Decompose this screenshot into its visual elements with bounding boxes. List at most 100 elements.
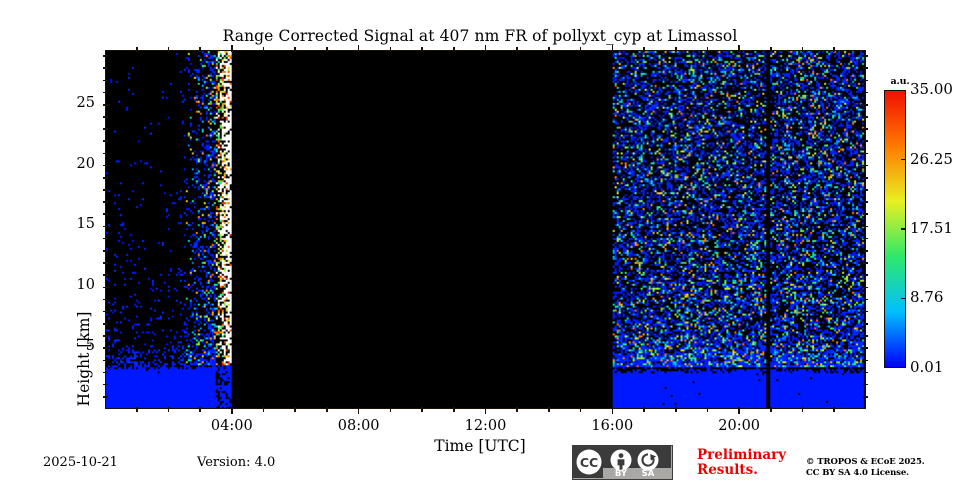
x-axis-title: Time [UTC] [434, 437, 526, 455]
x-tick-top [643, 47, 645, 52]
x-tick-bottom [421, 407, 423, 412]
x-tick-top [389, 47, 392, 52]
x-tick-bottom [199, 407, 201, 412]
y-tick-right [863, 335, 868, 337]
cc-license-badge[interactable]: CC BY SA [572, 445, 673, 480]
y-tick-right [863, 152, 868, 155]
y-tick-left [103, 298, 108, 301]
y-tick-right [863, 128, 868, 130]
colorbar-tick-label: 0.01 [910, 358, 944, 376]
y-tick-left [103, 103, 111, 106]
x-tick-top [611, 44, 614, 52]
y-tick-left [103, 67, 108, 70]
y-tick-label: 20 [76, 155, 95, 172]
x-tick-top [357, 44, 360, 52]
preliminary-line-1: Preliminary [697, 447, 787, 463]
x-tick-top [421, 47, 423, 52]
x-tick-top [231, 44, 233, 52]
x-tick-top [801, 47, 804, 52]
y-tick-right [863, 298, 868, 301]
x-tick-top [199, 47, 201, 52]
y-tick-right [863, 201, 868, 203]
y-tick-left [103, 286, 111, 289]
x-tick-bottom [135, 407, 138, 412]
y-tick-right [863, 359, 868, 362]
y-tick-label: 15 [76, 216, 95, 233]
y-tick-right [860, 347, 868, 349]
x-tick-top [326, 47, 328, 52]
preliminary-notice: Preliminary Results. [697, 448, 817, 478]
y-tick-left [103, 201, 108, 203]
y-tick-right [860, 225, 868, 228]
x-tick-bottom [801, 407, 804, 412]
x-tick-label: 04:00 [210, 418, 253, 434]
x-tick-bottom [738, 407, 740, 415]
y-tick-left [103, 213, 108, 216]
y-tick-label: 5 [85, 338, 95, 355]
y-tick-left [103, 310, 108, 313]
colorbar-tick [900, 158, 906, 161]
y-tick-left [103, 371, 108, 374]
version-label: Version: 4.0 [197, 455, 276, 470]
copyright-notice: © TROPOS & ECoE 2025. CC BY SA 4.0 Licen… [806, 457, 956, 479]
x-tick-bottom [452, 407, 455, 412]
y-tick-right [863, 323, 868, 325]
y-tick-right [863, 396, 868, 398]
y-tick-right [863, 176, 868, 179]
y-tick-right [860, 164, 868, 167]
x-tick-bottom [516, 407, 518, 412]
x-tick-bottom [833, 407, 836, 412]
x-tick-top [484, 44, 487, 52]
y-tick-left [103, 164, 111, 167]
svg-text:CC: CC [580, 455, 598, 470]
y-tick-left [103, 262, 108, 264]
copyright-line-2: CC BY SA 4.0 License. [806, 468, 910, 478]
y-tick-label: 10 [76, 277, 95, 294]
x-tick-bottom [326, 407, 328, 412]
x-tick-top [135, 47, 138, 52]
y-axis-title-wrap: Height [km] [62, 150, 93, 407]
y-tick-right [863, 91, 868, 94]
colorbar-tick [900, 228, 906, 230]
y-tick-right [863, 237, 868, 240]
y-tick-right [860, 286, 868, 289]
colorbar-tick-label: 35.00 [910, 80, 953, 98]
colorbar-gradient [885, 91, 905, 367]
y-tick-left [103, 383, 108, 386]
colorbar-tick-label: 26.25 [910, 149, 953, 168]
y-tick-left [103, 347, 111, 349]
x-tick-top [294, 47, 297, 52]
y-tick-left [103, 396, 108, 398]
y-tick-right [863, 249, 868, 252]
colorbar-tick-label: 17.51 [910, 218, 953, 237]
y-tick-left [103, 128, 108, 130]
x-tick-bottom [770, 407, 772, 412]
cc-by-sa-icon: CC BY SA [573, 446, 671, 479]
y-tick-left [103, 225, 111, 228]
x-tick-top [738, 44, 740, 52]
plot-area [105, 50, 866, 409]
y-tick-right [863, 310, 868, 313]
y-tick-right [863, 383, 868, 386]
y-tick-left [103, 249, 108, 252]
y-tick-left [103, 91, 108, 94]
y-tick-left [103, 116, 108, 118]
x-tick-bottom [389, 407, 392, 412]
y-tick-right [863, 213, 868, 216]
y-tick-left [103, 152, 108, 155]
x-tick-top [770, 47, 772, 52]
y-tick-right [860, 103, 868, 106]
x-tick-bottom [706, 407, 709, 412]
x-tick-bottom [357, 407, 360, 415]
x-tick-bottom [231, 407, 233, 415]
colorbar-unit-label: a.u. [890, 76, 910, 87]
y-tick-left [103, 55, 108, 57]
y-tick-right [863, 262, 868, 264]
y-tick-left [103, 237, 108, 240]
y-axis-title: Height [km] [75, 311, 93, 407]
heatmap-canvas [106, 51, 865, 408]
x-tick-bottom [262, 407, 265, 412]
x-tick-bottom [167, 407, 170, 412]
x-tick-label: 20:00 [718, 418, 761, 434]
